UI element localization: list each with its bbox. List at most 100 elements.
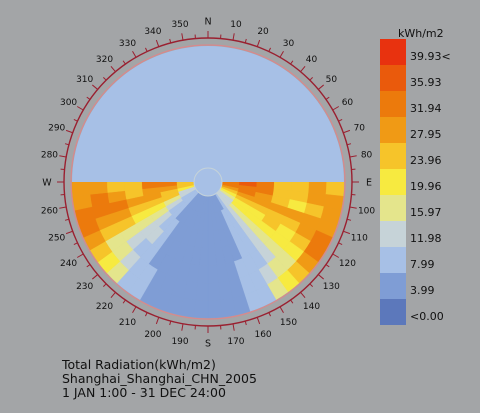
- legend-swatch: [380, 91, 406, 117]
- azimuth-tick: [144, 47, 148, 52]
- azimuth-tick: [155, 39, 160, 47]
- legend-swatch: [380, 117, 406, 143]
- azimuth-tick: [64, 143, 70, 146]
- azimuth-label: S: [205, 339, 211, 350]
- radiation-cell: [207, 299, 223, 319]
- radiation-cell: [193, 299, 209, 319]
- azimuth-tick: [338, 118, 343, 122]
- azimuth-tick: [102, 76, 107, 81]
- azimuth-tick: [309, 283, 314, 288]
- azimuth-tick: [332, 253, 340, 258]
- azimuth-label: 160: [254, 330, 271, 340]
- azimuth-label: 30: [283, 39, 295, 49]
- radiation-cell: [195, 282, 209, 301]
- azimuth-tick: [144, 312, 148, 317]
- azimuth-tick: [76, 253, 84, 258]
- radiation-cell: [71, 181, 91, 197]
- azimuth-tick: [290, 60, 294, 65]
- azimuth-label: 210: [119, 318, 136, 328]
- azimuth-tick: [300, 66, 306, 73]
- azimuth-ticks: [57, 31, 359, 333]
- azimuth-tick: [181, 323, 184, 331]
- azimuth-tick: [256, 39, 261, 47]
- azimuth-tick: [317, 274, 324, 280]
- legend-swatch: [380, 299, 406, 325]
- azimuth-tick: [290, 299, 294, 304]
- caption-title: Total Radiation(kWh/m2): [62, 357, 216, 372]
- azimuth-tick: [232, 323, 235, 331]
- azimuth-tick: [349, 206, 357, 209]
- azimuth-tick: [268, 312, 272, 317]
- azimuth-tick: [279, 50, 284, 58]
- legend-swatch: [380, 221, 406, 247]
- azimuth-tick: [244, 320, 247, 326]
- legend-label: 15.97: [410, 206, 442, 219]
- caption-location: Shanghai_Shanghai_CHN_2005: [62, 371, 257, 386]
- azimuth-tick: [92, 84, 99, 90]
- azimuth-tick: [110, 66, 116, 73]
- azimuth-label: 280: [41, 151, 58, 161]
- azimuth-tick: [92, 274, 99, 280]
- azimuth-tick: [65, 230, 73, 235]
- azimuth-tick: [343, 129, 351, 134]
- legend-swatch: [380, 169, 406, 195]
- azimuth-tick: [132, 50, 137, 58]
- legend-label: 27.95: [410, 128, 442, 141]
- azimuth-label: 110: [351, 234, 368, 244]
- azimuth-label: 70: [354, 123, 366, 133]
- azimuth-label: 310: [76, 75, 93, 85]
- azimuth-tick: [65, 129, 73, 134]
- legend-title: kWh/m2: [398, 27, 444, 40]
- azimuth-label: N: [204, 17, 211, 28]
- azimuth-tick: [346, 218, 352, 221]
- azimuth-tick: [338, 242, 343, 246]
- azimuth-tick: [232, 33, 235, 41]
- azimuth-label: 80: [361, 151, 373, 161]
- zenith-cell: [193, 167, 223, 197]
- legend-label: 31.94: [410, 102, 442, 115]
- azimuth-label: 350: [171, 20, 188, 30]
- azimuth-tick: [268, 47, 272, 52]
- azimuth-tick: [86, 264, 91, 268]
- legend-swatch: [380, 195, 406, 221]
- azimuth-label: 230: [76, 282, 93, 292]
- azimuth-tick: [132, 306, 137, 314]
- azimuth-label: E: [366, 178, 372, 189]
- radiation-cell: [207, 282, 221, 301]
- north-sky-region: [72, 46, 344, 182]
- azimuth-label: 300: [60, 98, 77, 108]
- azimuth-label: 40: [306, 55, 318, 65]
- radiation-cell: [106, 181, 125, 193]
- radiation-cell: [207, 265, 219, 284]
- azimuth-label: 50: [326, 75, 338, 85]
- azimuth-label: 220: [96, 302, 113, 312]
- legend-swatch: [380, 143, 406, 169]
- azimuth-tick: [325, 264, 330, 268]
- azimuth-label: 290: [48, 123, 65, 133]
- azimuth-label: 260: [41, 206, 58, 216]
- azimuth-tick: [317, 84, 324, 90]
- azimuth-tick: [59, 206, 67, 209]
- azimuth-label: W: [42, 178, 52, 189]
- legend-label: 39.93<: [410, 50, 451, 63]
- caption-period: 1 JAN 1:00 - 31 DEC 24:00: [62, 385, 226, 400]
- azimuth-label: 190: [171, 337, 188, 347]
- legend-label: 35.93: [410, 76, 442, 89]
- azimuth-tick: [155, 317, 160, 325]
- legend-label: 19.96: [410, 180, 442, 193]
- radiation-cell: [325, 181, 345, 197]
- chart-caption: Total Radiation(kWh/m2) Shanghai_Shangha…: [62, 358, 257, 400]
- azimuth-label: 170: [227, 337, 244, 347]
- radiation-cell: [89, 181, 108, 195]
- azimuth-label: 140: [303, 302, 320, 312]
- azimuth-label: 250: [48, 234, 65, 244]
- radiation-cell: [308, 181, 327, 195]
- azimuth-label: 130: [323, 282, 340, 292]
- azimuth-label: 320: [96, 55, 113, 65]
- azimuth-tick: [122, 60, 126, 65]
- azimuth-label: 200: [144, 330, 161, 340]
- azimuth-tick: [279, 306, 284, 314]
- azimuth-tick: [76, 106, 84, 111]
- azimuth-tick: [73, 242, 78, 246]
